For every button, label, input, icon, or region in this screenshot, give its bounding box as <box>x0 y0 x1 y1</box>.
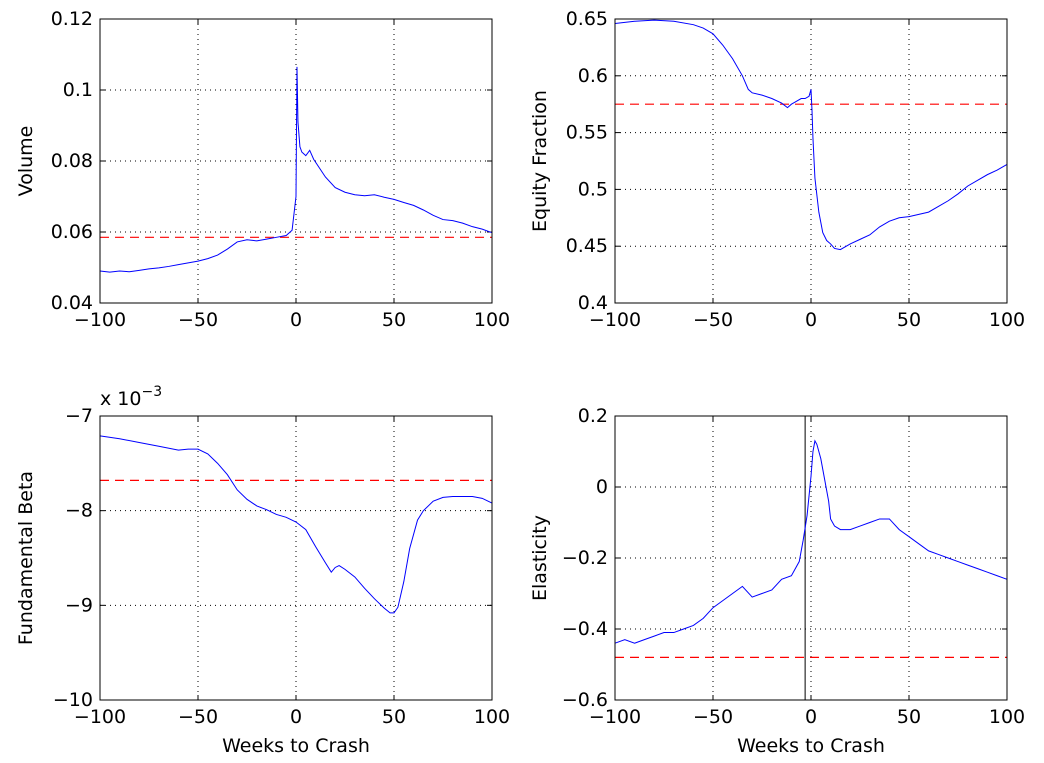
series-line <box>99 66 493 273</box>
x-tick-label: −50 <box>693 309 733 331</box>
series-line <box>99 435 493 614</box>
x-tick-label: 100 <box>989 706 1025 728</box>
y-tick-label: −0.2 <box>562 547 608 569</box>
x-tick-label: −50 <box>178 706 218 728</box>
y-tick-label: 0.04 <box>51 292 93 314</box>
x-tick-label: 50 <box>382 309 406 331</box>
y-tick-label: 0.6 <box>578 65 608 87</box>
y-tick-label: 0.45 <box>566 235 608 257</box>
y-axis-label: Elasticity <box>529 515 551 601</box>
y-axis-label: Fundamental Beta <box>15 471 37 645</box>
y-tick-label: −8 <box>65 500 93 522</box>
x-tick-label: 100 <box>474 706 510 728</box>
y-axis-label: Volume <box>15 126 37 197</box>
plot-frame <box>614 18 1008 304</box>
y-tick-label: 0.65 <box>566 8 608 30</box>
x-tick-label: 100 <box>989 309 1025 331</box>
panel-4: −100 −50 0 50 100 −0.6 −0.4 −0.2 0 0.2 Elasticity W… <box>529 405 1025 757</box>
x-tick-label: −100 <box>74 706 126 728</box>
y-tick-label: 0.12 <box>51 8 93 30</box>
plot-frame <box>99 18 493 304</box>
y-tick-label: 0.4 <box>578 292 608 314</box>
x-tick-label: 0 <box>805 309 817 331</box>
x-tick-label: 50 <box>897 309 921 331</box>
series-line <box>614 19 1008 251</box>
y-exponent-label: x 10−3 <box>100 384 162 410</box>
x-tick-label: −50 <box>693 706 733 728</box>
x-tick-label: 0 <box>805 706 817 728</box>
y-tick-label: −7 <box>65 405 93 427</box>
y-tick-label: −0.6 <box>562 689 608 711</box>
y-tick-label: −10 <box>53 689 93 711</box>
x-tick-label: −100 <box>589 706 641 728</box>
x-tick-label: 0 <box>290 309 302 331</box>
y-tick-label: −9 <box>65 594 93 616</box>
y-tick-label: 0 <box>596 476 608 498</box>
y-tick-label: 0.08 <box>51 150 93 172</box>
y-tick-label: 0.06 <box>51 221 93 243</box>
panel-3: −100 −50 0 50 100 −10 −9 −8 −7 x 10−3 Fundamental … <box>15 384 510 757</box>
y-tick-label: 0.1 <box>63 79 93 101</box>
x-tick-label: −100 <box>74 309 126 331</box>
series-line <box>614 439 1008 644</box>
y-tick-label: 0.2 <box>578 405 608 427</box>
x-tick-label: 0 <box>290 706 302 728</box>
x-tick-label: −50 <box>178 309 218 331</box>
x-tick-label: 100 <box>474 309 510 331</box>
x-tick-label: −100 <box>589 309 641 331</box>
y-exponent-base: x 10 <box>100 388 141 410</box>
panel-2: −100 −50 0 50 100 0.4 0.45 0.5 0.55 0.6 0.65 Equity… <box>529 8 1025 331</box>
y-tick-label: −0.4 <box>562 618 608 640</box>
y-tick-label: 0.55 <box>566 122 608 144</box>
y-tick-label: 0.5 <box>578 178 608 200</box>
x-tick-label: 50 <box>382 706 406 728</box>
x-axis-label: Weeks to Crash <box>737 735 885 757</box>
plot-frame <box>614 415 1008 701</box>
y-axis-label: Equity Fraction <box>529 90 551 232</box>
x-axis-label: Weeks to Crash <box>222 735 370 757</box>
y-exponent-power: −3 <box>141 384 162 400</box>
x-tick-label: 50 <box>897 706 921 728</box>
plot-frame <box>99 415 493 701</box>
panel-1: −100 −50 0 50 100 0.04 0.06 0.08 0.1 0.12 Volume <box>15 8 510 331</box>
